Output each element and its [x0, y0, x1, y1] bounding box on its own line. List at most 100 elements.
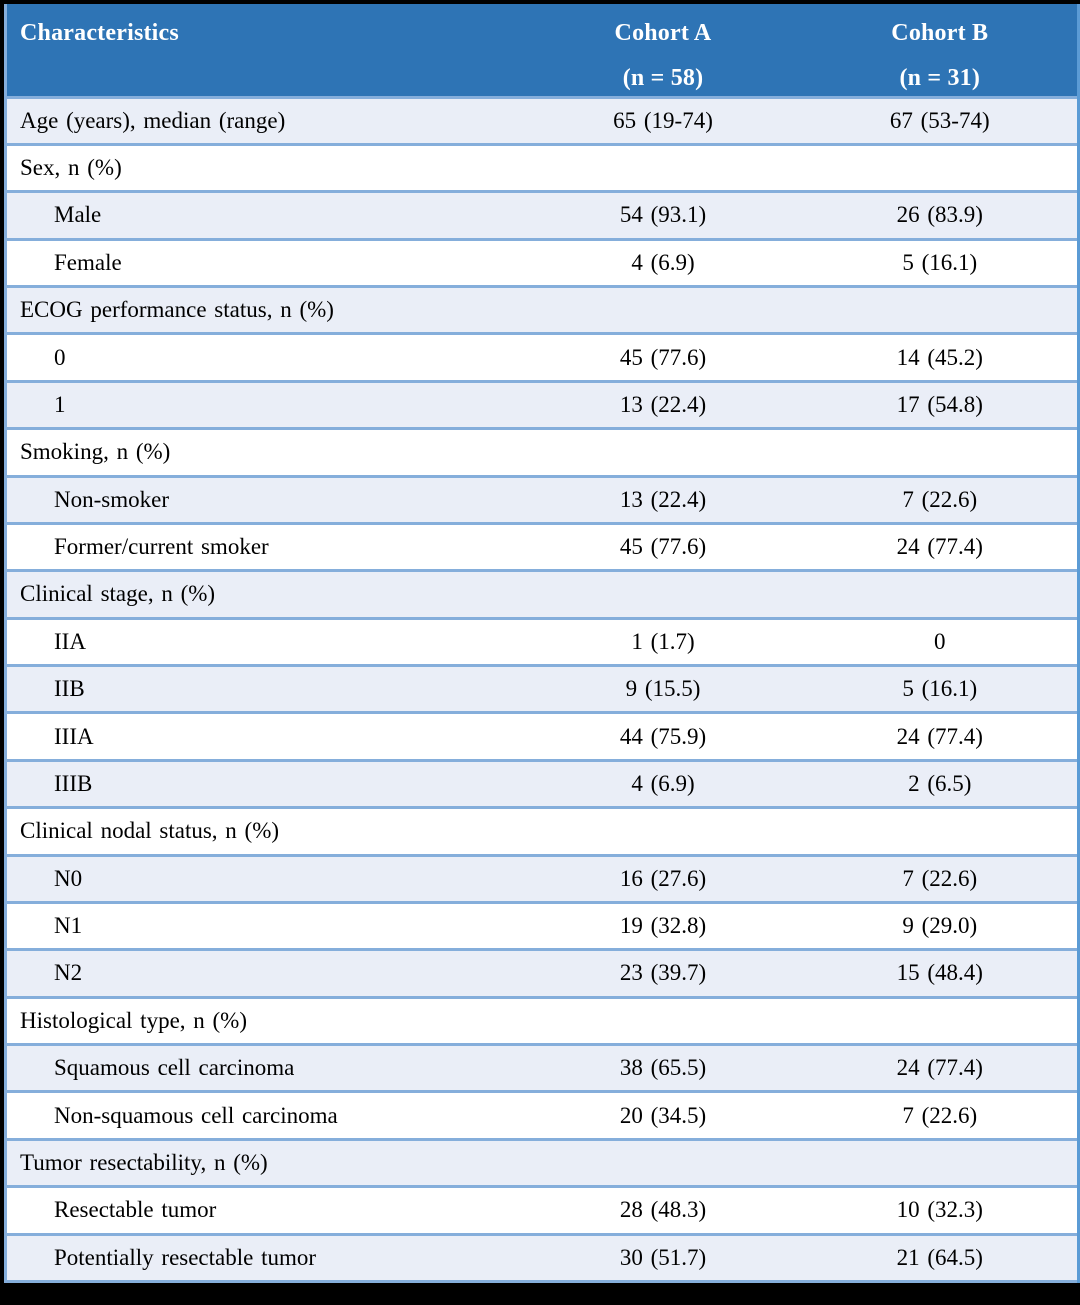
table-row: Tumor resectability, n (%)	[5, 1137, 1080, 1187]
cohort-b-value: 21 (64.5)	[802, 1232, 1080, 1282]
cohort-a-value: 1 (1.7)	[523, 616, 803, 666]
table-row: Former/current smoker 45 (77.6) 24 (77.4…	[5, 521, 1080, 571]
table-body: Age (years), median (range) 65 (19-74) 6…	[5, 95, 1080, 1282]
cohort-b-value: 24 (77.4)	[802, 521, 1080, 571]
cohort-b-value	[802, 806, 1080, 855]
cohort-b-value: 24 (77.4)	[802, 1042, 1080, 1092]
table-row: Age (years), median (range) 65 (19-74) 6…	[5, 95, 1080, 145]
cohort-a-value: 45 (77.6)	[523, 332, 803, 382]
header-characteristics: Characteristics	[5, 4, 524, 97]
row-label: Non-smoker	[5, 474, 524, 524]
row-label: Age (years), median (range)	[5, 95, 524, 145]
cohort-a-value: 13 (22.4)	[523, 474, 803, 524]
cohort-b-value: 9 (29.0)	[802, 900, 1080, 950]
cohort-b-value	[802, 427, 1080, 476]
row-label: Smoking, n (%)	[5, 427, 524, 476]
cohort-a-value: 65 (19-74)	[523, 95, 803, 145]
table-row: IIIB 4 (6.9) 2 (6.5)	[5, 758, 1080, 808]
row-label: 1	[5, 379, 524, 429]
table-row: Clinical stage, n (%)	[5, 569, 1080, 619]
cohort-b-value: 5 (16.1)	[802, 663, 1080, 713]
row-label: Resectable tumor	[5, 1185, 524, 1234]
cohort-b-value: 7 (22.6)	[802, 474, 1080, 524]
cohort-b-value: 10 (32.3)	[802, 1185, 1080, 1234]
table-row: Clinical nodal status, n (%)	[5, 806, 1080, 855]
row-label: N0	[5, 853, 524, 903]
cohort-a-value: 13 (22.4)	[523, 379, 803, 429]
table-row: Histological type, n (%)	[5, 995, 1080, 1045]
cohort-a-value: 28 (48.3)	[523, 1185, 803, 1234]
cohort-b-value: 67 (53-74)	[802, 95, 1080, 145]
cohort-a-value: 4 (6.9)	[523, 237, 803, 287]
row-label: IIIB	[5, 758, 524, 808]
cohort-b-value: 26 (83.9)	[802, 190, 1080, 240]
cohort-b-value	[802, 569, 1080, 619]
row-label: Former/current smoker	[5, 521, 524, 571]
header-cohort-a-count: (n = 58)	[622, 65, 704, 91]
row-label: Clinical stage, n (%)	[5, 569, 524, 619]
table-row: Resectable tumor 28 (48.3) 10 (32.3)	[5, 1185, 1080, 1234]
cohort-b-value	[802, 995, 1080, 1045]
table-row: IIB 9 (15.5) 5 (16.1)	[5, 663, 1080, 713]
header-cohort-b: Cohort B (n = 31)	[802, 4, 1080, 97]
cohort-a-value: 4 (6.9)	[523, 758, 803, 808]
cohort-b-value	[802, 284, 1080, 334]
header-cohort-b-count: (n = 31)	[899, 65, 981, 91]
row-label: ECOG performance status, n (%)	[5, 284, 524, 334]
cohort-a-value: 38 (65.5)	[523, 1042, 803, 1092]
cohort-b-value: 0	[802, 616, 1080, 666]
table-row: Non-squamous cell carcinoma 20 (34.5) 7 …	[5, 1090, 1080, 1140]
row-label: Female	[5, 237, 524, 287]
table-row: IIIA 44 (75.9) 24 (77.4)	[5, 711, 1080, 761]
row-label: Potentially resectable tumor	[5, 1232, 524, 1282]
row-label: Squamous cell carcinoma	[5, 1042, 524, 1092]
row-label: Clinical nodal status, n (%)	[5, 806, 524, 855]
table-row: Female 4 (6.9) 5 (16.1)	[5, 237, 1080, 287]
row-label: IIIA	[5, 711, 524, 761]
cohort-b-value: 14 (45.2)	[802, 332, 1080, 382]
table-row: Non-smoker 13 (22.4) 7 (22.6)	[5, 474, 1080, 524]
header-cohort-b-name: Cohort B	[891, 20, 989, 46]
cohort-a-value	[523, 284, 803, 334]
cohort-b-value: 5 (16.1)	[802, 237, 1080, 287]
cohort-a-value: 44 (75.9)	[523, 711, 803, 761]
table-row: Potentially resectable tumor 30 (51.7) 2…	[5, 1232, 1080, 1282]
table-row: 1 13 (22.4) 17 (54.8)	[5, 379, 1080, 429]
cohort-b-value	[802, 142, 1080, 192]
cohort-a-value: 23 (39.7)	[523, 948, 803, 998]
cohort-a-value: 16 (27.6)	[523, 853, 803, 903]
patient-characteristics-table: Characteristics Cohort A (n = 58) Cohort…	[4, 4, 1080, 1283]
cohort-b-value: 7 (22.6)	[802, 1090, 1080, 1140]
row-label: IIB	[5, 663, 524, 713]
table-row: N2 23 (39.7) 15 (48.4)	[5, 948, 1080, 998]
cohort-a-value: 19 (32.8)	[523, 900, 803, 950]
cohort-a-value	[523, 806, 803, 855]
table-row: ECOG performance status, n (%)	[5, 284, 1080, 334]
table-row: IIA 1 (1.7) 0	[5, 616, 1080, 666]
cohort-a-value: 30 (51.7)	[523, 1232, 803, 1282]
row-label: Male	[5, 190, 524, 240]
cohort-a-value	[523, 1137, 803, 1187]
cohort-a-value: 54 (93.1)	[523, 190, 803, 240]
table-row: N0 16 (27.6) 7 (22.6)	[5, 853, 1080, 903]
row-label: 0	[5, 332, 524, 382]
row-label: Sex, n (%)	[5, 142, 524, 192]
header-cohort-a-name: Cohort A	[614, 20, 712, 46]
cohort-b-value: 7 (22.6)	[802, 853, 1080, 903]
cohort-b-value	[802, 1137, 1080, 1187]
cohort-b-value: 17 (54.8)	[802, 379, 1080, 429]
table-row: 0 45 (77.6) 14 (45.2)	[5, 332, 1080, 382]
cohort-b-value: 15 (48.4)	[802, 948, 1080, 998]
cohort-a-value: 45 (77.6)	[523, 521, 803, 571]
cohort-a-value: 9 (15.5)	[523, 663, 803, 713]
row-label: N2	[5, 948, 524, 998]
header-cohort-a: Cohort A (n = 58)	[523, 4, 803, 97]
table-row: Male 54 (93.1) 26 (83.9)	[5, 190, 1080, 240]
cohort-a-value	[523, 995, 803, 1045]
table-row: Sex, n (%)	[5, 142, 1080, 192]
cohort-a-value: 20 (34.5)	[523, 1090, 803, 1140]
cohort-a-value	[523, 427, 803, 476]
row-label: Non-squamous cell carcinoma	[5, 1090, 524, 1140]
row-label: IIA	[5, 616, 524, 666]
